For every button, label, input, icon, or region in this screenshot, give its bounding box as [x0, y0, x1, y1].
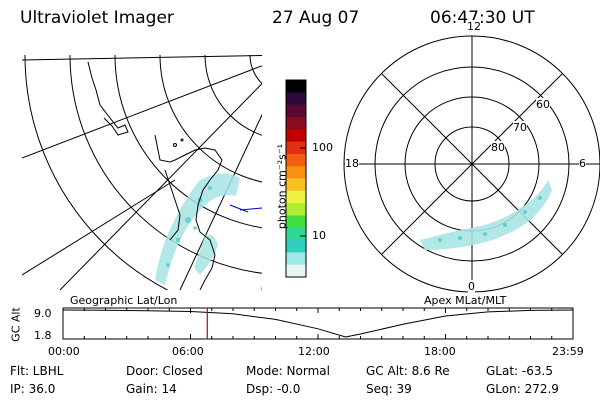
mlt-label-0: 0	[468, 280, 475, 293]
seq-info: Seq: 39	[366, 382, 412, 396]
colorbar-segment	[286, 190, 306, 204]
timeline-ytick-max: 9.0	[34, 307, 52, 320]
colorbar-segment	[286, 215, 306, 229]
colorbar-segment	[286, 227, 306, 241]
gain-info: Gain: 14	[126, 382, 177, 396]
colorbar-segment	[286, 264, 306, 278]
colorbar-segment	[286, 203, 306, 216]
filter-info: Flt: LBHL	[10, 364, 64, 378]
mlat-label-60: 60	[536, 98, 550, 111]
mlt-label-6: 6	[579, 157, 586, 170]
colorbar-segment	[286, 153, 306, 167]
timeline-xtick-4: 23:59	[552, 345, 584, 358]
mlat-label-80: 80	[491, 141, 505, 154]
geographic-map-label: Geographic Lat/Lon	[70, 294, 178, 307]
glon-info: GLon: 272.9	[486, 382, 559, 396]
time-label: 06:47:30 UT	[430, 8, 535, 28]
colorbar-segment	[286, 141, 306, 155]
colorbar-segment	[286, 129, 306, 143]
colorbar-segment	[286, 116, 306, 130]
mlt-label-12: 12	[467, 20, 481, 33]
glat-info: GLat: -63.5	[486, 364, 553, 378]
colorbar-tick-100: 100	[312, 141, 333, 154]
mode-info: Mode: Normal	[246, 364, 330, 378]
colorbar-tick-10: 10	[312, 229, 326, 242]
mlt-label-18: 18	[345, 157, 359, 170]
colorbar-segment	[286, 178, 306, 192]
timeline-ylabel: GC Alt	[9, 307, 23, 342]
mlat-label-70: 70	[513, 121, 527, 134]
instrument-title: Ultraviolet Imager	[20, 8, 174, 28]
timeline-xtick-0: 00:00	[48, 345, 80, 358]
gc-alt-info: GC Alt: 8.6 Re	[366, 364, 450, 378]
ip-info: IP: 36.0	[10, 382, 56, 396]
colorbar-segment	[286, 166, 306, 179]
timeline-xtick-1: 06:00	[172, 345, 204, 358]
dsp-info: Dsp: -0.0	[246, 382, 301, 396]
door-info: Door: Closed	[126, 364, 203, 378]
timeline-xtick-2: 12:00	[298, 345, 330, 358]
date-label: 27 Aug 07	[272, 8, 360, 28]
colorbar-segment	[286, 92, 306, 106]
altitude-line	[62, 309, 573, 338]
colorbar-segment	[286, 104, 306, 118]
polar-plot-label: Apex MLat/MLT	[424, 294, 507, 307]
colorbar-segment	[286, 240, 306, 253]
timeline-xtick-3: 18:00	[424, 345, 456, 358]
colorbar-segment	[286, 252, 306, 266]
timeline-ytick-min: 1.8	[34, 329, 52, 342]
colorbar-segment	[286, 80, 306, 93]
